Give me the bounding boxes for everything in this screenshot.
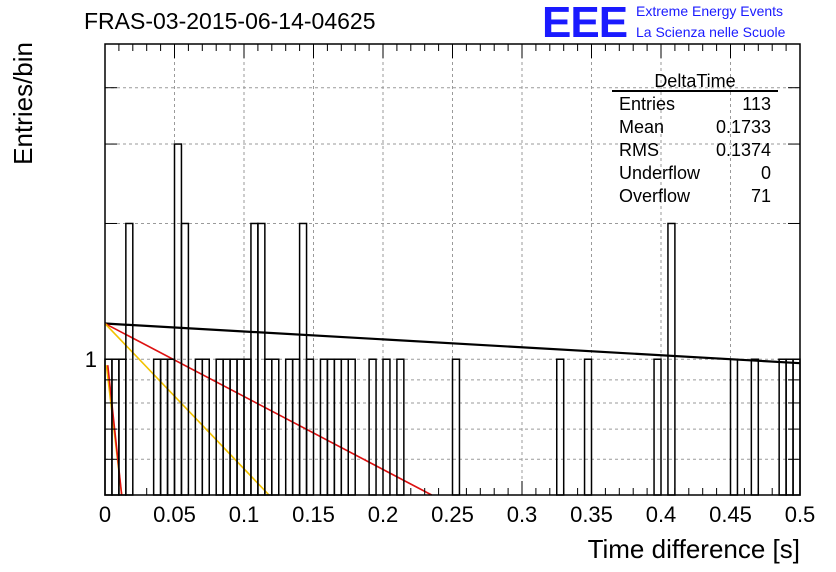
x-tick-label: 0.1 [229,502,260,527]
axes: 0 0.05 0.1 0.15 0.2 0.25 0.3 0.35 0.4 0.45 0.5 1 [85,43,816,527]
stats-label: Underflow [619,163,701,183]
fit-lines [104,322,801,496]
logo-subtitle-line1: Extreme Energy Events [636,3,784,19]
x-tick-label: 0.5 [785,502,816,527]
histogram-bin [173,143,183,496]
logo-subtitle-line2: La Scienza nelle Scuole [636,24,786,40]
x-tick-label: 0.35 [570,502,613,527]
x-tick-label: 0 [99,502,111,527]
plot-frame [104,43,801,496]
stats-label: RMS [619,140,659,160]
chart-title: FRAS-03-2015-06-14-04625 [84,8,376,34]
x-tick-label: 0.05 [153,502,196,527]
stats-value: 0 [761,163,771,183]
x-tick-label: 0.2 [368,502,399,527]
stats-value: 0.1374 [716,140,771,160]
stats-label: Mean [619,117,664,137]
stats-value: 0.1733 [716,117,771,137]
x-tick-label: 0.3 [507,502,538,527]
stats-title: DeltaTime [654,71,735,91]
stats-value: 113 [742,94,771,114]
x-axis-label: Time difference [s] [588,534,800,564]
eee-logo: EEE [542,0,628,47]
stats-box: DeltaTime Entries 113 Mean 0.1733 RMS 0.1374 U… [612,71,778,206]
y-axis-label: Entries/bin [8,42,38,165]
stats-label: Overflow [619,186,691,206]
x-tick-label: 0.4 [646,502,677,527]
x-tick-label: 0.25 [431,502,474,527]
y-tick-label: 1 [85,347,97,372]
fit-line [104,322,801,365]
stats-value: 71 [751,186,771,206]
fit-line [104,322,433,496]
stats-label: Entries [619,94,675,114]
x-tick-label: 0.45 [709,502,752,527]
x-tick-label: 0.15 [292,502,335,527]
